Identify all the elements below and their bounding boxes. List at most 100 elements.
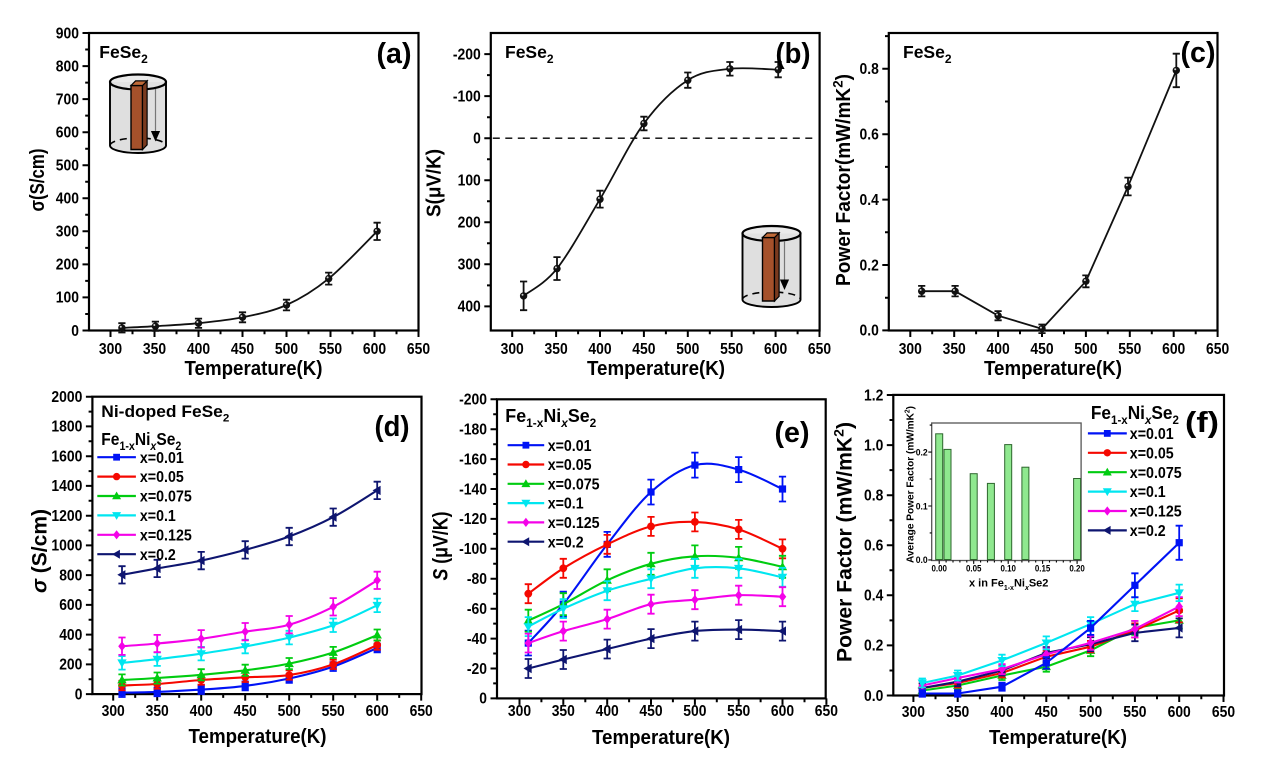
svg-text:0.8: 0.8 [860, 61, 879, 78]
svg-text:-180: -180 [459, 422, 487, 439]
svg-text:Average Power Factor (mW/mK2​): Average Power Factor (mW/mK2​) [905, 406, 917, 563]
svg-text:450: 450 [1035, 704, 1058, 721]
svg-text:650: 650 [1212, 704, 1235, 721]
svg-text:0.4: 0.4 [864, 588, 883, 605]
svg-text:550: 550 [720, 341, 743, 358]
svg-text:600: 600 [1168, 704, 1191, 721]
svg-text:600: 600 [59, 597, 82, 614]
svg-text:S (μV/K): S (μV/K) [430, 512, 453, 581]
svg-text:450: 450 [639, 703, 662, 720]
svg-text:300: 300 [458, 257, 481, 274]
svg-text:0.2: 0.2 [860, 257, 879, 274]
svg-text:1600: 1600 [51, 449, 82, 466]
svg-text:x=0.1: x=0.1 [548, 496, 584, 513]
svg-text:x in Fe1-x​Nix​Se2: x in Fe1-x​Nix​Se2 [969, 578, 1048, 592]
svg-text:350: 350 [146, 703, 169, 720]
svg-text:x=0.1: x=0.1 [1130, 484, 1166, 501]
svg-text:400: 400 [596, 703, 619, 720]
svg-text:450: 450 [1030, 341, 1053, 358]
svg-text:300: 300 [99, 341, 122, 358]
svg-text:x=0.2: x=0.2 [1130, 523, 1166, 540]
svg-text:200: 200 [59, 657, 82, 674]
svg-text:100: 100 [56, 290, 79, 307]
svg-text:1000: 1000 [51, 538, 82, 555]
svg-text:0.2: 0.2 [864, 638, 883, 655]
svg-text:400: 400 [187, 341, 210, 358]
svg-text:650: 650 [1206, 341, 1229, 358]
svg-text:x=0.01: x=0.01 [140, 450, 184, 467]
svg-text:400: 400 [987, 341, 1010, 358]
svg-text:Ni-doped FeSe2​: Ni-doped FeSe2​ [101, 403, 229, 425]
svg-text:Temperature(K): Temperature(K) [984, 358, 1122, 380]
svg-text:0.0: 0.0 [916, 555, 928, 566]
svg-text:x=0.01: x=0.01 [548, 438, 592, 455]
svg-text:550: 550 [1118, 341, 1141, 358]
svg-text:300: 300 [56, 224, 79, 241]
svg-text:800: 800 [56, 58, 79, 75]
svg-text:x=0.1: x=0.1 [140, 508, 176, 525]
svg-text:-200: -200 [453, 46, 481, 63]
svg-text:Power Factor(mW/mK2​): Power Factor(mW/mK2​) [829, 74, 855, 286]
svg-text:400: 400 [190, 703, 213, 720]
svg-text:-140: -140 [459, 481, 487, 498]
svg-text:200: 200 [458, 215, 481, 232]
svg-text:600: 600 [56, 125, 79, 142]
svg-text:0: 0 [479, 691, 487, 708]
svg-text:650: 650 [808, 341, 831, 358]
svg-text:-160: -160 [459, 451, 487, 468]
svg-text:0.6: 0.6 [860, 127, 879, 144]
svg-text:Temperature(K): Temperature(K) [587, 358, 725, 380]
svg-text:400: 400 [458, 299, 481, 316]
svg-text:1.0: 1.0 [864, 437, 883, 454]
svg-text:x=0.01: x=0.01 [1130, 426, 1174, 443]
svg-text:450: 450 [632, 341, 655, 358]
svg-text:-20: -20 [467, 661, 487, 678]
svg-text:400: 400 [56, 191, 79, 208]
svg-text:x=0.075: x=0.075 [548, 476, 600, 493]
svg-text:-40: -40 [467, 631, 487, 648]
svg-text:0.4: 0.4 [860, 192, 879, 209]
svg-text:x=0.125: x=0.125 [548, 515, 600, 532]
svg-text:(b): (b) [776, 38, 811, 70]
svg-text:(d): (d) [375, 411, 410, 443]
svg-text:-200: -200 [459, 392, 487, 409]
svg-text:350: 350 [946, 704, 969, 721]
svg-text:0: 0 [75, 686, 83, 703]
svg-text:350: 350 [552, 703, 575, 720]
svg-text:0: 0 [473, 131, 481, 148]
svg-text:1800: 1800 [51, 419, 82, 436]
svg-text:550: 550 [1123, 704, 1146, 721]
svg-text:x=0.075: x=0.075 [1130, 465, 1182, 482]
svg-text:0.6: 0.6 [864, 538, 883, 555]
svg-text:FeSe2​: FeSe2​ [903, 42, 952, 66]
svg-text:0.20: 0.20 [1069, 564, 1085, 575]
svg-text:-120: -120 [459, 511, 487, 528]
svg-text:x=0.2: x=0.2 [548, 534, 584, 551]
svg-text:-80: -80 [467, 571, 487, 588]
svg-text:900: 900 [56, 25, 79, 42]
svg-text:600: 600 [1162, 341, 1185, 358]
svg-text:0.0: 0.0 [864, 688, 883, 705]
svg-text:500: 500 [1079, 704, 1102, 721]
svg-text:(e): (e) [775, 417, 810, 449]
svg-text:550: 550 [322, 703, 345, 720]
svg-text:-100: -100 [453, 88, 481, 105]
svg-text:0.0: 0.0 [860, 323, 879, 340]
svg-text:FeSe2​: FeSe2​ [99, 42, 148, 66]
svg-text:350: 350 [143, 341, 166, 358]
svg-text:Temperature(K): Temperature(K) [189, 726, 327, 748]
svg-text:(c): (c) [1181, 37, 1216, 69]
svg-text:0.2: 0.2 [916, 447, 928, 458]
svg-text:0.8: 0.8 [864, 488, 883, 505]
svg-text:300: 300 [102, 703, 125, 720]
svg-text:650: 650 [407, 341, 430, 358]
svg-text:0.15: 0.15 [1035, 564, 1051, 575]
svg-text:800: 800 [59, 567, 82, 584]
svg-text:550: 550 [319, 341, 342, 358]
svg-text:x=0.125: x=0.125 [1130, 504, 1182, 521]
svg-text:Temperature(K): Temperature(K) [592, 727, 730, 749]
svg-text:σ (S/cm): σ (S/cm) [29, 509, 52, 593]
svg-text:x=0.075: x=0.075 [140, 489, 192, 506]
svg-text:0.1: 0.1 [916, 501, 929, 512]
svg-text:1400: 1400 [51, 478, 82, 495]
